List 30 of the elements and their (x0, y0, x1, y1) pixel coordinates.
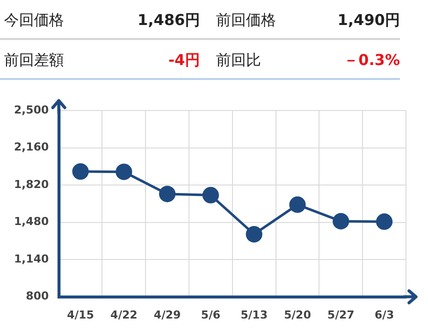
point (332, 212, 350, 230)
x-tick-label: 5/6 (201, 308, 221, 322)
point (116, 164, 132, 180)
x-tick-label: 4/15 (67, 308, 94, 322)
y-tick-label: 2,160 (14, 140, 50, 154)
text: 前回価格 (215, 10, 277, 30)
x-tick-label: 4/29 (154, 308, 181, 322)
y-tick-label: 1,140 (14, 252, 50, 266)
point (376, 213, 393, 230)
point (159, 186, 176, 202)
point (289, 196, 306, 213)
point (246, 226, 262, 243)
text: 1,490円 (336, 10, 400, 30)
text: 1,486円 (136, 10, 200, 30)
x-tick-label: 5/20 (284, 308, 312, 322)
text: -4円 (167, 50, 200, 70)
text: －0.3% (342, 50, 400, 70)
x-tick-label: 5/27 (327, 308, 354, 322)
y-tick-label: 1,820 (14, 178, 50, 191)
y-tick-label: 800 (26, 290, 50, 303)
text: 今回価格 (3, 10, 65, 30)
text: 前回比 (215, 50, 262, 70)
y-tick-label: 2,500 (14, 103, 50, 116)
point (72, 163, 89, 180)
x-tick-label: 4/22 (110, 308, 138, 322)
x-tick-label: 6/3 (374, 308, 394, 322)
y-tick-label: 1,480 (14, 215, 50, 228)
x-tick-label: 5/13 (240, 308, 268, 322)
point (202, 186, 219, 204)
text: 前回差額 (3, 50, 65, 70)
